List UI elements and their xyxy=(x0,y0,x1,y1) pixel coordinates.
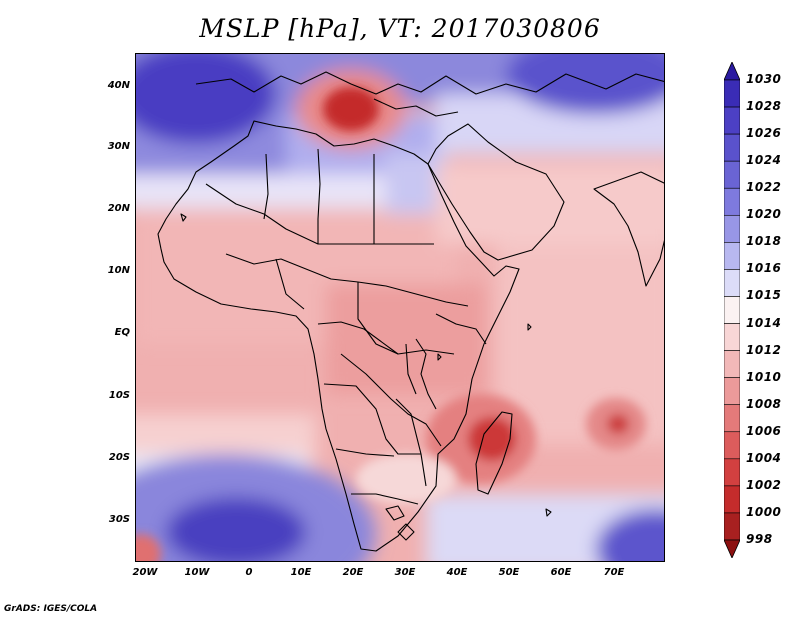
colorbar-segment xyxy=(724,214,740,243)
colorbar-segment xyxy=(724,106,740,135)
colorbar xyxy=(724,62,740,558)
lon-label-0: 0 xyxy=(245,567,253,578)
colorbar-segment xyxy=(724,160,740,189)
lon-label-40e: 40E xyxy=(446,567,468,578)
colorbar-segment xyxy=(724,512,740,541)
colorbar-label: 1018 xyxy=(746,234,782,249)
pressure-field xyxy=(136,54,664,561)
lat-label-20n: 20N xyxy=(107,203,130,214)
colorbar-segment xyxy=(724,350,740,378)
colorbar-label: 998 xyxy=(746,532,773,546)
colorbar-segment xyxy=(724,296,740,324)
colorbar-label: 1022 xyxy=(746,180,782,195)
lon-label-20e: 20E xyxy=(342,567,364,578)
colorbar-segment xyxy=(724,458,740,487)
colorbar-label: 1015 xyxy=(746,288,782,303)
colorbar-bottom-triangle xyxy=(724,539,740,558)
lon-label-30e: 30E xyxy=(394,567,416,578)
coastlines-borders xyxy=(157,71,664,552)
map-frame xyxy=(135,53,665,562)
colorbar-label: 1012 xyxy=(746,342,782,357)
colorbar-segment xyxy=(724,377,740,406)
colorbar-label: 1020 xyxy=(746,207,782,222)
colorbar-segment xyxy=(724,242,740,270)
lon-label-70e: 70E xyxy=(603,567,625,578)
colorbar-label: 1028 xyxy=(746,99,782,114)
colorbar-label: 1006 xyxy=(746,423,782,438)
lon-label-20w: 20W xyxy=(132,567,158,578)
colorbar-segment xyxy=(724,323,740,351)
lat-label-30s: 30S xyxy=(108,514,130,525)
colorbar-segment xyxy=(724,431,740,460)
colorbar-label: 1014 xyxy=(746,315,782,330)
colorbar-label: 1030 xyxy=(746,72,782,86)
lat-label-10n: 10N xyxy=(107,265,130,276)
lon-label-60e: 60E xyxy=(550,567,572,578)
lat-label-eq: EQ xyxy=(114,327,130,338)
colorbar-segment xyxy=(724,404,740,433)
lat-label-10s: 10S xyxy=(108,390,130,401)
colorbar-segment xyxy=(724,79,740,108)
credit-text: GrADS: IGES/COLA xyxy=(4,604,98,614)
colorbar-label: 1002 xyxy=(746,477,782,492)
lat-label-30n: 30N xyxy=(107,141,130,152)
plot-title: MSLP [hPa], VT: 2017030806 xyxy=(199,14,601,43)
colorbar-segment xyxy=(724,187,740,216)
colorbar-label: 1024 xyxy=(746,153,782,168)
colorbar-label: 1016 xyxy=(746,261,782,276)
colorbar-label: 1026 xyxy=(746,126,782,141)
colorbar-segment xyxy=(724,133,740,162)
colorbar-label: 1008 xyxy=(746,396,782,411)
colorbar-segment xyxy=(724,485,740,514)
lon-label-10e: 10E xyxy=(290,567,312,578)
colorbar-label: 1000 xyxy=(746,504,782,519)
pressure-map xyxy=(136,54,664,561)
colorbar-label: 1010 xyxy=(746,369,782,384)
colorbar-label: 1004 xyxy=(746,450,782,465)
lon-label-10w: 10W xyxy=(184,567,210,578)
lat-label-40n: 40N xyxy=(107,80,130,91)
colorbar-segment xyxy=(724,269,740,297)
lat-label-20s: 20S xyxy=(108,452,130,463)
colorbar-top-triangle xyxy=(724,62,740,81)
lon-label-50e: 50E xyxy=(498,567,520,578)
